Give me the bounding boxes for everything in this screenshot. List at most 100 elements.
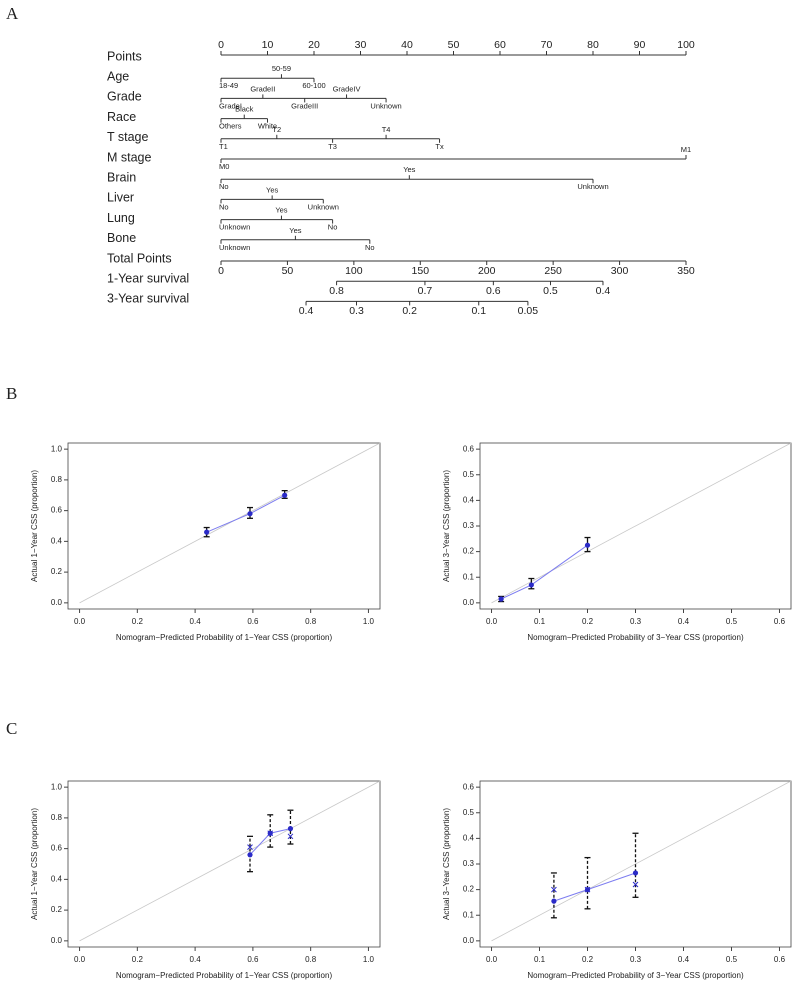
bias-corrected-marker (551, 886, 557, 893)
level-label: Yes (403, 165, 415, 174)
y-tick-label: 0.2 (51, 567, 63, 576)
tick-label: 90 (634, 39, 646, 51)
y-tick-label: 0.2 (463, 885, 475, 894)
x-tick-label: 0.4 (678, 617, 690, 626)
level-label: 50-59 (272, 64, 291, 73)
x-tick-label: 0.2 (132, 617, 144, 626)
y-tick-label: 0.5 (463, 808, 475, 817)
tick-label: 70 (541, 39, 553, 51)
y-tick-label: 0.5 (463, 470, 475, 479)
y-tick-label: 1.0 (51, 444, 63, 453)
x-tick-label: 0.4 (190, 955, 202, 964)
y-tick-label: 0.6 (463, 444, 475, 453)
level-label: Black (235, 105, 254, 114)
x-tick-label: 0.0 (486, 617, 498, 626)
point (247, 852, 253, 858)
survival-label: 0.2 (402, 305, 417, 317)
x-tick-label: 0.1 (534, 955, 546, 964)
y-axis-title: Actual 3−Year CSS (proportion) (442, 808, 451, 920)
bias-corrected-marker (247, 844, 253, 850)
tick-label: 60 (494, 39, 506, 51)
survival-label: 0.5 (543, 285, 558, 297)
y-tick-label: 0.0 (51, 936, 63, 945)
level-label: White (258, 122, 277, 131)
level-label: Yes (275, 206, 287, 215)
level-label: Unknown (219, 243, 250, 252)
survival-label: 0.4 (596, 285, 611, 297)
x-tick-label: 0.6 (247, 955, 259, 964)
y-tick-label: 0.4 (51, 874, 63, 883)
row-label: 1-Year survival (107, 271, 189, 285)
x-axis-title: Nomogram−Predicted Probability of 1−Year… (116, 971, 333, 980)
bias-corrected-marker (267, 830, 274, 837)
level-label: 18-49 (219, 81, 238, 90)
x-tick-label: 0.8 (305, 955, 317, 964)
x-tick-label: 0.4 (190, 617, 202, 626)
plot-frame (67, 442, 381, 610)
level-label: No (219, 202, 229, 211)
row-label: M stage (107, 150, 152, 164)
row-label: Race (107, 110, 136, 124)
row-label: Age (107, 69, 129, 83)
y-tick-label: 0.8 (51, 813, 63, 822)
tick-label: 250 (544, 265, 562, 277)
y-tick-label: 0.6 (51, 844, 63, 853)
y-axis-title: Actual 1−Year CSS (proportion) (30, 470, 39, 582)
y-tick-label: 1.0 (51, 782, 63, 791)
level-label: M0 (219, 162, 229, 171)
y-tick-label: 0.1 (463, 910, 475, 919)
x-tick-label: 1.0 (363, 617, 375, 626)
survival-label: 0.8 (329, 285, 344, 297)
row-label: Liver (107, 191, 134, 205)
level-label: 60-100 (302, 81, 325, 90)
plot-frame (67, 780, 381, 948)
row-label: T stage (107, 130, 149, 144)
survival-label: 0.05 (518, 305, 539, 317)
point (282, 492, 288, 498)
tick-label: 30 (355, 39, 367, 51)
bias-corrected-marker (584, 886, 591, 893)
x-axis-title: Nomogram−Predicted Probability of 3−Year… (527, 971, 744, 980)
ideal-line (79, 780, 381, 942)
level-label: Unknown (308, 202, 339, 211)
bias-corrected-marker (632, 881, 639, 888)
row-label: 3-Year survival (107, 292, 189, 306)
y-tick-label: 0.6 (463, 782, 475, 791)
level-label: GradeIII (291, 101, 318, 110)
x-tick-label: 0.4 (678, 955, 690, 964)
level-label: No (219, 182, 229, 191)
x-tick-label: 0.2 (582, 617, 594, 626)
x-tick-label: 0.5 (726, 617, 738, 626)
tick-label: 150 (412, 265, 430, 277)
point (528, 582, 534, 588)
y-tick-label: 0.2 (51, 905, 63, 914)
x-tick-label: 0.8 (305, 617, 317, 626)
x-tick-label: 0.0 (74, 617, 86, 626)
row-label: Lung (107, 211, 135, 225)
panel-label: B (6, 384, 17, 403)
y-axis-title: Actual 1−Year CSS (proportion) (30, 808, 39, 920)
y-tick-label: 0.0 (463, 936, 475, 945)
x-tick-label: 0.0 (486, 955, 498, 964)
level-label: GradeI (219, 101, 242, 110)
x-tick-label: 0.3 (630, 955, 642, 964)
x-tick-label: 0.3 (630, 617, 642, 626)
tick-label: 10 (262, 39, 274, 51)
tick-label: 200 (478, 265, 496, 277)
panel-label: C (6, 719, 17, 738)
row-label: Bone (107, 231, 136, 245)
tick-label: 100 (677, 39, 695, 51)
level-label: No (328, 223, 338, 232)
x-axis-title: Nomogram−Predicted Probability of 3−Year… (527, 633, 744, 642)
y-tick-label: 0.8 (51, 475, 63, 484)
survival-label: 0.7 (418, 285, 433, 297)
y-tick-label: 0.4 (463, 495, 475, 504)
level-label: Others (219, 122, 242, 131)
level-label: M1 (681, 145, 691, 154)
level-label: Tx (435, 142, 444, 151)
tick-label: 50 (282, 265, 294, 277)
panel-label: A (6, 4, 19, 23)
point (204, 529, 210, 535)
y-tick-label: 0.0 (51, 598, 63, 607)
